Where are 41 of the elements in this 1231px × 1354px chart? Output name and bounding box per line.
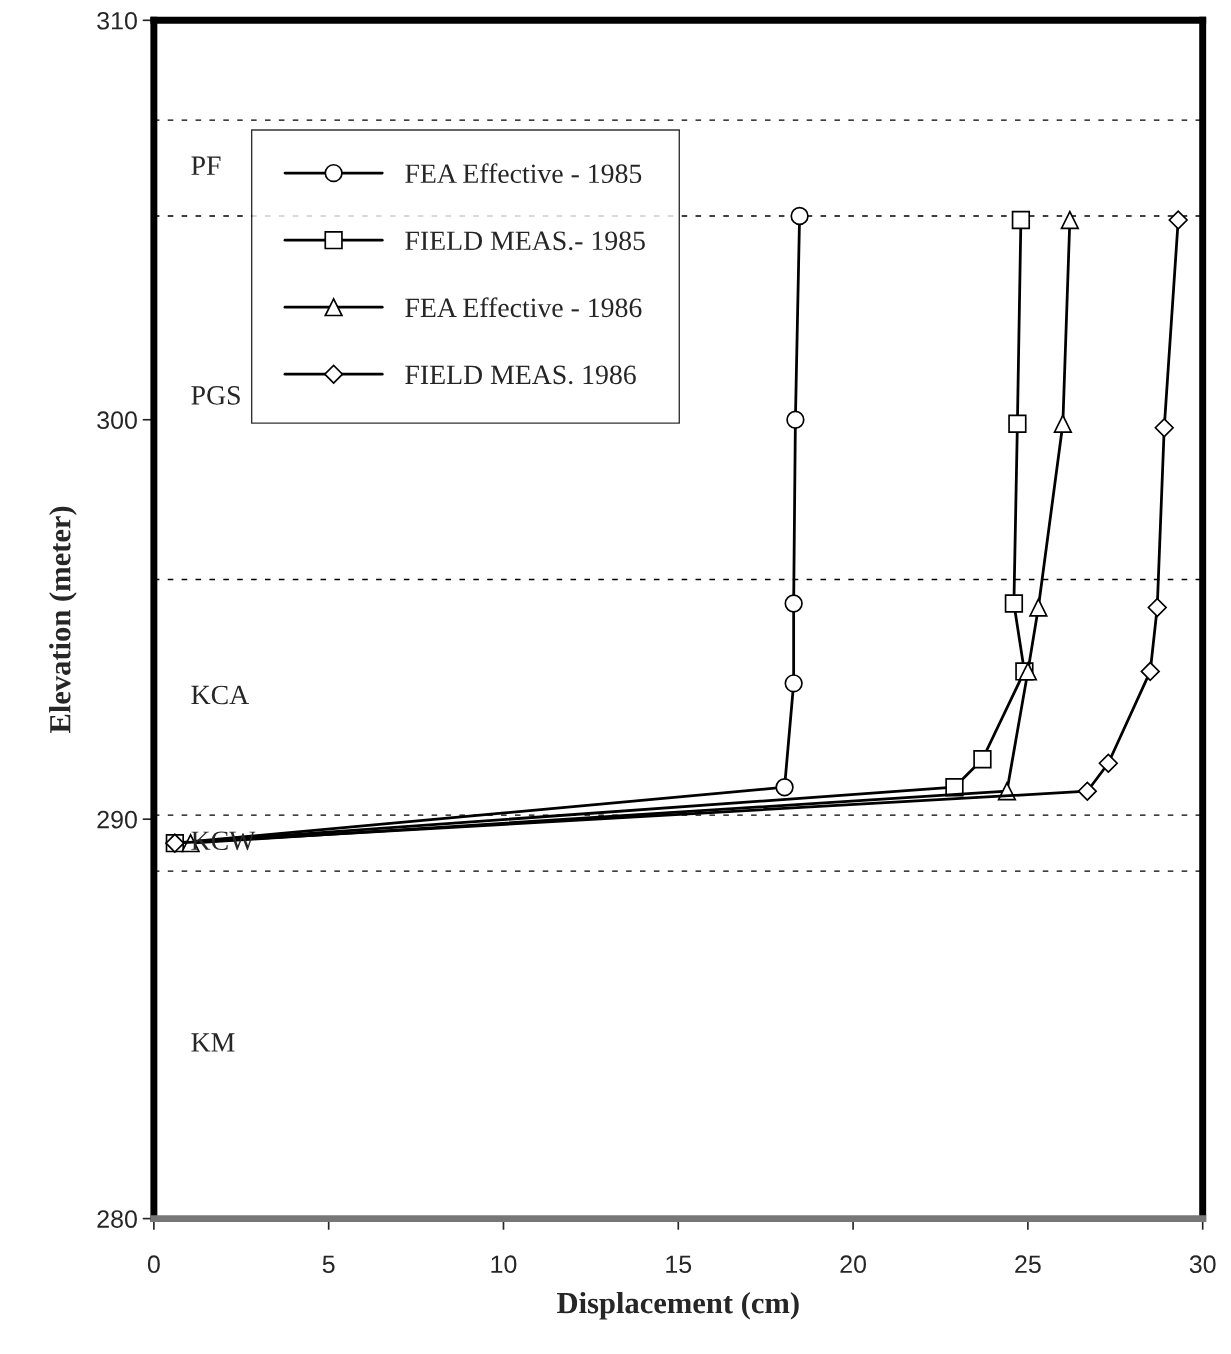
point bbox=[973, 750, 992, 769]
annotation: PF bbox=[191, 156, 221, 175]
y-tick-label: 280 bbox=[97, 1210, 137, 1228]
point bbox=[1140, 661, 1160, 682]
point bbox=[775, 778, 794, 797]
point bbox=[1154, 418, 1174, 438]
x-tick-label: 30 bbox=[1189, 1255, 1216, 1274]
point bbox=[784, 674, 803, 693]
x-axis-title: Displacement (cm) bbox=[557, 1291, 799, 1320]
annotation: KCA bbox=[191, 685, 250, 705]
point bbox=[1011, 210, 1031, 230]
x-tick-label: 10 bbox=[491, 1255, 517, 1274]
y-axis-title: Elevation (meter) bbox=[49, 506, 77, 734]
point bbox=[1018, 662, 1038, 681]
point bbox=[1053, 414, 1073, 433]
legend-label: FEA Effective - 1985 bbox=[405, 163, 642, 184]
y-tick-label: 300 bbox=[97, 411, 137, 430]
point bbox=[1077, 781, 1097, 801]
point bbox=[1060, 210, 1080, 230]
point bbox=[1008, 414, 1027, 433]
x-tick-label: 20 bbox=[840, 1255, 867, 1274]
annotation: PGS bbox=[191, 386, 240, 405]
y-tick-label: 310 bbox=[97, 11, 137, 30]
point bbox=[790, 206, 809, 226]
legend-label: FEA Effective - 1986 bbox=[405, 297, 642, 318]
legend-label: FIELD MEAS.- 1985 bbox=[405, 231, 645, 251]
x-tick-label: 25 bbox=[1015, 1255, 1041, 1274]
x-tick-label: 15 bbox=[666, 1255, 692, 1274]
point bbox=[1004, 594, 1024, 613]
point bbox=[1168, 210, 1188, 230]
point bbox=[1098, 753, 1118, 773]
x-tick-label: 5 bbox=[322, 1255, 335, 1274]
point bbox=[1029, 598, 1048, 617]
point bbox=[1147, 597, 1167, 618]
legend-label: FIELD MEAS. 1986 bbox=[405, 365, 636, 385]
point bbox=[786, 410, 805, 429]
y-tick-label: 290 bbox=[97, 810, 137, 829]
point bbox=[784, 594, 803, 613]
x-tick-label: 0 bbox=[147, 1255, 160, 1274]
annotation: KCW bbox=[191, 831, 256, 851]
annotation: KM bbox=[191, 1033, 235, 1052]
